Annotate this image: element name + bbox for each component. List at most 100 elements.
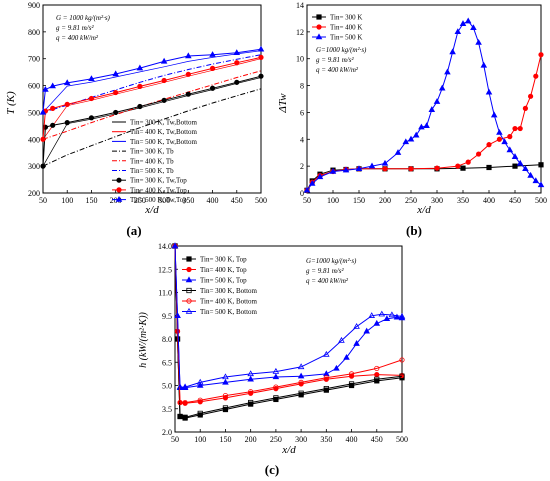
- data-point: [113, 89, 119, 96]
- panel-b-x-axis-label: x/d: [416, 204, 431, 216]
- panel-b-plot-frame: [306, 4, 542, 194]
- data-point: [88, 75, 95, 82]
- panel-a-caption: (a): [126, 223, 141, 238]
- data-point: [161, 97, 167, 103]
- data-point: [63, 79, 71, 86]
- panel-a-annotation-line-1: G = 1000 kg/(m²·s): [56, 14, 111, 22]
- legend-label: Tin= 500 K, Bottom: [200, 308, 258, 316]
- data-point: [185, 52, 192, 59]
- data-point: [222, 378, 229, 385]
- x-tick-label: 100: [194, 435, 206, 444]
- data-point: [88, 95, 95, 102]
- legend-marker: [186, 298, 192, 304]
- data-point: [343, 353, 350, 360]
- data-point: [272, 373, 280, 380]
- panel-b-annotation-line-3: q = 400 kW/m²: [316, 66, 359, 74]
- series-line: [42, 77, 262, 167]
- data-point: [374, 372, 380, 378]
- data-point: [381, 159, 389, 166]
- data-point: [273, 395, 279, 401]
- data-point: [272, 367, 280, 374]
- data-point: [434, 165, 440, 171]
- panel-a-series: [39, 45, 265, 169]
- data-point: [40, 163, 46, 169]
- data-point: [373, 319, 381, 326]
- data-point: [303, 186, 311, 193]
- data-point: [455, 163, 461, 169]
- x-tick-label: 500: [255, 196, 267, 205]
- data-point: [222, 405, 229, 411]
- x-tick-label: 450: [371, 435, 383, 444]
- panel-c-heat-transfer-chart: 50 100 150 200 250 300 350 400 450 500 2.0 3.5 5.0 6.…: [138, 242, 408, 477]
- data-point: [248, 389, 254, 395]
- panel-c-ticks: 50 100 150 200 250 300 350 400 450 500 2.0 3.5 5.0 6.…: [158, 242, 408, 444]
- data-point: [465, 159, 471, 165]
- x-tick-label: 350: [457, 196, 469, 205]
- data-point: [393, 313, 401, 320]
- data-point: [527, 93, 534, 99]
- panel-a-ticks: 50 100 150 200 250 300 350 400 450 500 200 300 400 50…: [28, 1, 267, 205]
- x-tick-label: 250: [134, 196, 146, 205]
- data-point: [50, 105, 56, 112]
- data-point: [433, 98, 441, 104]
- data-point: [273, 384, 279, 390]
- data-point: [368, 312, 376, 318]
- panel-b-legend: Tin= 300 K Tin= 400 K Tin= 500 K: [312, 14, 362, 42]
- data-point: [338, 336, 345, 343]
- data-point: [197, 397, 203, 403]
- data-point: [222, 392, 229, 399]
- panel-c-annotation-line-2: g = 9.81 m/s²: [306, 267, 344, 275]
- legend-marker: [186, 287, 192, 294]
- data-point: [181, 383, 189, 390]
- data-point: [196, 378, 204, 385]
- x-tick-label: 150: [353, 196, 365, 205]
- data-point: [177, 399, 183, 406]
- legend-label: Tin= 400 K, Tb: [130, 157, 174, 165]
- data-point: [383, 315, 391, 322]
- panel-b-ticks: 50 100 150 200 250 300 350 400 450 500 0 2 4 6 8 10 12 14: [296, 1, 547, 205]
- legend-marker: [186, 256, 192, 262]
- data-point: [137, 103, 143, 110]
- legend-label: Tin= 400 K, Tw,Top: [130, 186, 187, 194]
- legend-marker: [185, 307, 193, 314]
- data-point: [342, 166, 350, 173]
- data-point: [475, 38, 482, 45]
- x-tick-label: 50: [303, 196, 311, 205]
- data-point: [247, 375, 254, 382]
- data-point: [517, 125, 523, 132]
- x-tick-label: 350: [182, 196, 194, 205]
- data-point: [388, 311, 396, 318]
- data-point: [64, 101, 70, 107]
- data-point: [112, 70, 119, 77]
- y-tick-label: 2.0: [162, 428, 172, 437]
- data-point: [512, 125, 518, 132]
- data-point: [234, 79, 240, 85]
- data-point: [522, 105, 529, 112]
- y-tick-label: 6.5: [162, 358, 172, 367]
- data-point: [374, 365, 380, 372]
- panel-a-annotation-line-2: g = 9.81 m/s²: [56, 24, 94, 32]
- x-tick-label: 400: [483, 196, 495, 205]
- series-line: [174, 245, 403, 404]
- series-line: [174, 245, 403, 388]
- data-point: [428, 106, 436, 112]
- data-point: [182, 414, 188, 420]
- panel-c-annotation-line-3: q = 400 kW/m²: [306, 277, 349, 285]
- y-tick-label: 200: [28, 189, 40, 198]
- data-point: [323, 350, 330, 357]
- data-point: [316, 173, 324, 180]
- y-tick-label: 5.0: [162, 382, 172, 391]
- panel-b-series: [303, 17, 545, 193]
- data-point: [323, 385, 329, 392]
- data-point: [485, 88, 493, 95]
- series-line: [306, 54, 542, 191]
- data-point: [209, 85, 216, 91]
- data-point: [136, 64, 144, 71]
- data-point: [298, 390, 304, 396]
- data-point: [444, 68, 451, 75]
- data-point: [412, 131, 420, 138]
- panel-a-y-axis-label: T (K): [5, 91, 17, 115]
- data-point: [113, 109, 119, 116]
